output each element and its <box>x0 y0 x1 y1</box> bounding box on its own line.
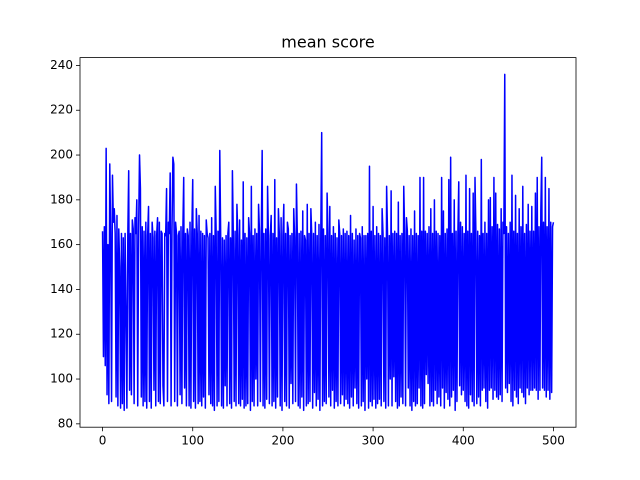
x-tick-label: 500 <box>542 434 565 448</box>
y-tick-label: 80 <box>58 416 73 430</box>
y-tick-label: 180 <box>50 192 73 206</box>
x-tick-label: 200 <box>271 434 294 448</box>
y-tick-label: 240 <box>50 58 73 72</box>
y-tick-label: 100 <box>50 372 73 386</box>
x-tick-label: 0 <box>99 434 107 448</box>
y-tick-label: 120 <box>50 327 73 341</box>
x-tick-label: 300 <box>362 434 385 448</box>
y-tick-label: 220 <box>50 103 73 117</box>
data-line <box>101 73 555 412</box>
y-tick-label: 140 <box>50 282 73 296</box>
y-tick-label: 160 <box>50 237 73 251</box>
axes-frame <box>79 57 577 428</box>
x-tick-label: 100 <box>181 434 204 448</box>
x-tick-label: 400 <box>452 434 475 448</box>
chart-title: mean score <box>281 33 374 52</box>
y-tick-label: 200 <box>50 148 73 162</box>
